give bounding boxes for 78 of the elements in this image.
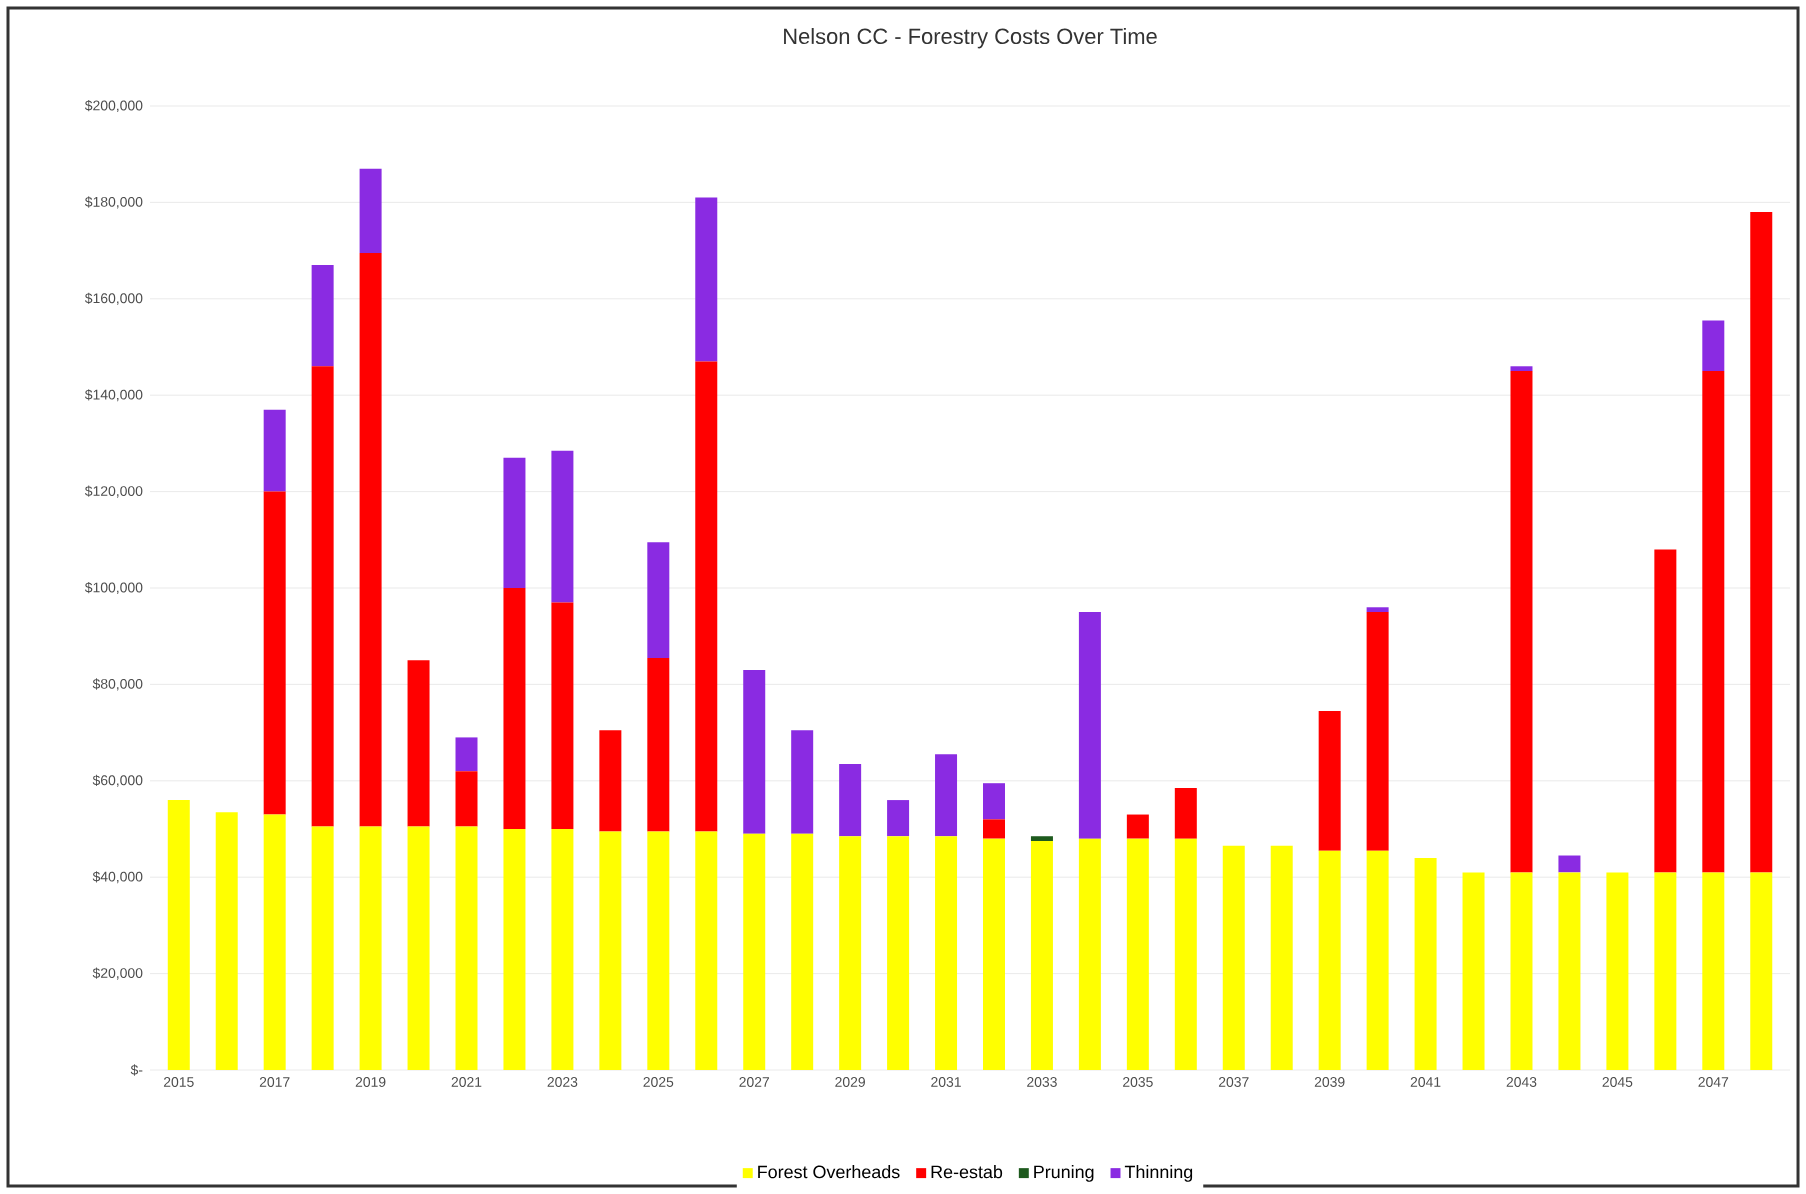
bar — [695, 831, 718, 1070]
bar — [1510, 872, 1533, 1070]
legend-label: Forest Overheads — [758, 1165, 900, 1179]
bar — [311, 265, 334, 367]
bar — [1702, 872, 1725, 1070]
bar — [839, 763, 862, 837]
bar — [1414, 857, 1437, 1070]
bar — [263, 491, 286, 815]
bar — [503, 457, 526, 588]
bar — [1366, 612, 1389, 851]
chart-title: Nelson CC - Forestry Costs Over Time — [784, 28, 1157, 49]
bar — [167, 800, 190, 1070]
bar — [1174, 838, 1197, 1070]
bar — [647, 831, 670, 1070]
bar — [647, 542, 670, 658]
bar — [503, 829, 526, 1070]
bar — [311, 366, 334, 827]
bar — [1702, 320, 1725, 372]
bar — [407, 826, 430, 1070]
bar — [599, 831, 622, 1070]
bar — [1318, 710, 1341, 851]
bar — [743, 669, 766, 834]
bar — [1126, 838, 1149, 1070]
bar — [1558, 872, 1581, 1070]
legend-label: Re-estab — [931, 1165, 1003, 1179]
bar — [695, 361, 718, 832]
legend-label: Thinning — [1124, 1165, 1193, 1182]
bar — [1654, 872, 1677, 1070]
bar — [263, 814, 286, 1070]
legend-label: Pruning — [1034, 1165, 1094, 1182]
bar — [887, 800, 910, 837]
bar — [743, 833, 766, 1070]
bar — [1462, 872, 1485, 1070]
bar — [455, 737, 478, 772]
bar — [935, 836, 958, 1070]
bar — [503, 587, 526, 829]
bar — [1366, 607, 1389, 613]
bar — [1750, 872, 1773, 1070]
bar — [551, 450, 574, 603]
bar — [695, 197, 718, 362]
bar — [1750, 212, 1773, 873]
bar — [359, 826, 382, 1070]
bar — [1510, 371, 1533, 873]
bar — [1510, 366, 1533, 372]
bar — [1078, 838, 1101, 1070]
bar — [1078, 612, 1101, 839]
bar — [1174, 788, 1197, 839]
bar — [1270, 845, 1293, 1070]
bar — [982, 783, 1005, 820]
bar — [1030, 836, 1053, 842]
bar — [359, 168, 382, 253]
bar — [935, 754, 958, 837]
bar — [791, 730, 814, 834]
bar — [647, 657, 670, 832]
bar — [1030, 841, 1053, 1070]
bar — [982, 819, 1005, 839]
bar — [887, 836, 910, 1070]
bar — [982, 838, 1005, 1070]
bar — [599, 730, 622, 832]
bar — [311, 826, 334, 1070]
bar — [407, 660, 430, 827]
bar — [1654, 549, 1677, 873]
bar — [263, 409, 286, 492]
bar — [359, 253, 382, 827]
bar — [551, 602, 574, 829]
bar — [1702, 371, 1725, 873]
bar — [791, 833, 814, 1070]
bar — [215, 812, 238, 1070]
bar — [455, 826, 478, 1070]
bar — [455, 771, 478, 827]
bar — [1222, 845, 1245, 1070]
bar — [1318, 850, 1341, 1070]
bar — [839, 836, 862, 1070]
bar — [1126, 814, 1149, 839]
bar — [1606, 872, 1629, 1070]
bar — [551, 829, 574, 1070]
bar — [1366, 850, 1389, 1070]
bar — [1558, 855, 1581, 873]
